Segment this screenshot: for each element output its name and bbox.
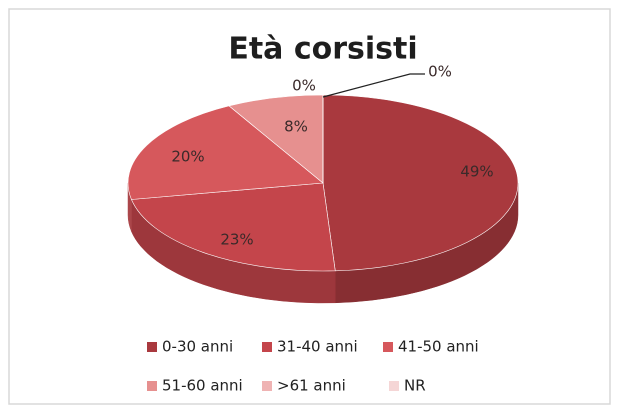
legend-swatch bbox=[147, 381, 157, 391]
slice bbox=[127, 105, 324, 200]
legend: 0-30 anni 31-40 anni 41-50 anni 51-60 anni >… bbox=[147, 338, 479, 395]
slice bbox=[131, 182, 336, 272]
legend-label: 0-30 anni bbox=[162, 338, 233, 356]
slice bbox=[228, 94, 324, 184]
legend-label: 51-60 anni bbox=[162, 377, 243, 395]
data-labels: 49% 23% 20% 8% 0% 0% bbox=[171, 63, 493, 249]
data-label: 8% bbox=[284, 118, 308, 136]
pie bbox=[127, 94, 519, 304]
legend-label: 41-50 anni bbox=[398, 338, 479, 356]
data-label: 49% bbox=[460, 163, 493, 181]
data-label: 20% bbox=[171, 148, 204, 166]
legend-label: >61 anni bbox=[277, 377, 346, 395]
data-label: 0% bbox=[428, 63, 452, 81]
legend-swatch bbox=[383, 342, 393, 352]
data-label: 0% bbox=[292, 77, 316, 95]
leader-line bbox=[322, 73, 425, 98]
legend-label: NR bbox=[404, 377, 426, 395]
chart-title: Età corsisti bbox=[228, 32, 417, 67]
legend-swatch bbox=[389, 381, 399, 391]
data-label: 23% bbox=[220, 231, 253, 249]
legend-swatch bbox=[147, 342, 157, 352]
legend-swatch bbox=[262, 342, 272, 352]
slice bbox=[322, 94, 519, 272]
legend-swatch bbox=[262, 381, 272, 391]
legend-label: 31-40 anni bbox=[277, 338, 358, 356]
